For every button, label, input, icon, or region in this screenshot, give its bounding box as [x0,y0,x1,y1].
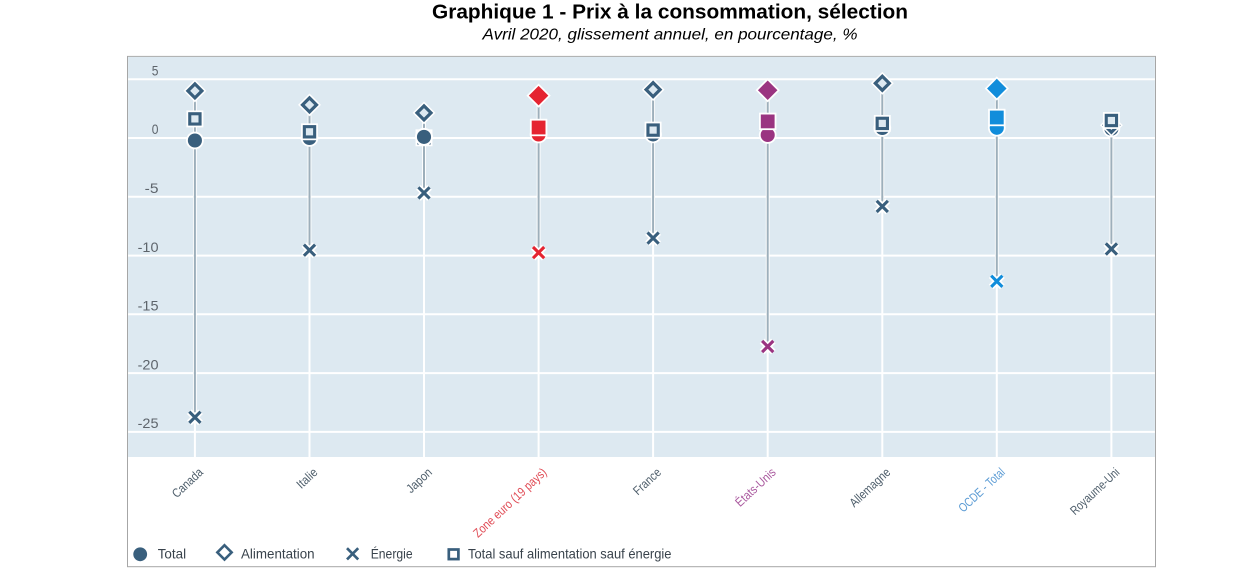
svg-text:Total sauf alimentation sauf é: Total sauf alimentation sauf énergie [468,546,672,562]
svg-text:-25: -25 [138,415,159,431]
svg-text:-20: -20 [138,356,159,372]
svg-text:Alimentation: Alimentation [241,546,315,562]
svg-text:Énergie: Énergie [371,546,413,562]
svg-text:0: 0 [152,121,159,137]
svg-text:-15: -15 [138,298,159,314]
svg-text:-10: -10 [138,239,159,255]
svg-text:-5: -5 [145,180,159,196]
svg-text:Graphique 1 - Prix à la consom: Graphique 1 - Prix à la consommation, sé… [432,2,908,24]
svg-text:5: 5 [152,62,159,78]
svg-text:Avril 2020, glissement annuel,: Avril 2020, glissement annuel, en pource… [481,26,857,43]
svg-text:Total: Total [158,546,186,562]
